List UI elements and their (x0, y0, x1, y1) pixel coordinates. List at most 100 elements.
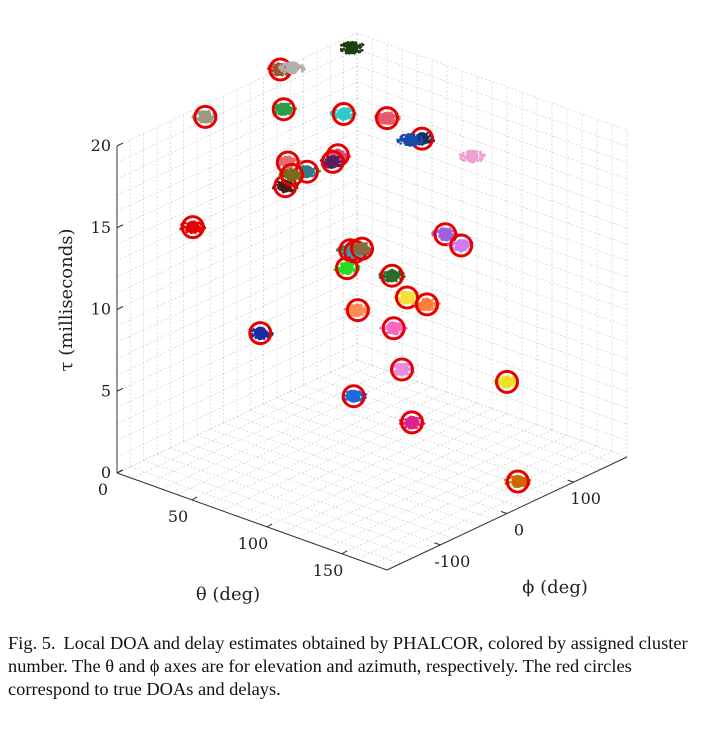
tau-tick-label: 20 (91, 136, 111, 155)
wall-gridline (116, 343, 358, 457)
wall-gridline (116, 327, 358, 441)
cluster-33 (504, 469, 532, 494)
wall-gridline (116, 49, 358, 163)
theta-tick-label: 150 (313, 561, 344, 580)
estimate-point (366, 251, 370, 255)
estimate-point (433, 302, 436, 305)
cluster-core (438, 227, 452, 241)
estimate-point (399, 142, 402, 145)
theta-tick-mark (191, 496, 198, 501)
estimate-point (284, 73, 288, 76)
estimate-point (398, 138, 402, 141)
estimate-point (280, 69, 284, 73)
estimate-point (300, 64, 304, 67)
wall-gridline (116, 277, 358, 392)
wall-gridline (116, 212, 358, 327)
theta-tick-label: 50 (168, 507, 188, 526)
floor-gridline (251, 408, 493, 522)
estimate-point (481, 155, 485, 158)
cluster-31 (398, 410, 426, 435)
cluster-core (351, 303, 365, 317)
estimate-point (279, 64, 283, 67)
true-doa-circle (331, 102, 356, 126)
estimate-point (415, 142, 419, 146)
estimate-point (340, 43, 343, 47)
phi-tick-mark (567, 479, 574, 483)
estimate-point (284, 70, 287, 73)
phi-tick-label: -100 (434, 552, 470, 571)
estimate-point (342, 47, 346, 51)
floor-gridline (191, 386, 433, 501)
estimate-point (351, 303, 354, 307)
floor-gridline (176, 381, 418, 495)
estimate-point (420, 137, 423, 140)
estimate-point (426, 132, 429, 135)
cluster-30 (341, 384, 368, 409)
floor-gridline (263, 403, 534, 502)
estimate-point (301, 70, 304, 73)
floor-gridline (266, 413, 508, 528)
estimate-point (419, 141, 422, 145)
cluster-27 (248, 321, 274, 346)
true-doa-circle (280, 162, 304, 187)
estimate-point (386, 331, 389, 334)
true-doa-circle (341, 384, 366, 409)
estimate-point (209, 120, 213, 124)
cluster-core (186, 220, 200, 234)
estimate-point (280, 67, 284, 70)
wall-gridline (116, 65, 358, 179)
tau-tick-mark (116, 142, 124, 147)
cluster-23 (343, 298, 371, 323)
cluster-core (420, 297, 434, 311)
estimate-point (461, 153, 465, 156)
cluster-16 (458, 149, 486, 164)
estimate-point (329, 112, 333, 115)
estimate-point (344, 41, 348, 45)
estimate-point (400, 137, 404, 141)
cluster-core (278, 179, 292, 193)
cluster-15 (396, 132, 424, 148)
cluster-core (454, 239, 468, 252)
estimate-point (402, 133, 406, 137)
cluster-core (355, 242, 369, 256)
cluster-core (385, 269, 399, 283)
theta-axis-line (116, 472, 388, 571)
theta-axis-label: θ (deg) (196, 584, 260, 605)
true-doa-circle (180, 215, 205, 240)
true-doa-circle (320, 149, 345, 174)
true-doa-circle (380, 263, 404, 288)
cluster-core (387, 321, 401, 335)
cluster-core (347, 389, 361, 403)
true-doa-circle (505, 469, 530, 494)
estimate-point (458, 153, 462, 156)
cluster-28 (390, 357, 415, 382)
estimate-point (420, 139, 424, 142)
true-doa-circle (381, 316, 406, 341)
estimate-point (400, 135, 403, 138)
estimate-point (358, 43, 362, 47)
estimate-point (413, 293, 416, 297)
cluster-3 (339, 40, 365, 55)
theta-tick-label: 0 (98, 480, 108, 499)
caption-text: Local DOA and delay estimates obtained b… (8, 633, 688, 699)
tau-axis-label: τ (milliseconds) (56, 229, 77, 372)
floor-gridline (341, 440, 583, 555)
estimate-point (343, 307, 347, 311)
estimate-point (345, 390, 349, 394)
floor-gridline (290, 391, 561, 489)
cluster-core (403, 133, 417, 147)
cluster-24 (431, 222, 459, 247)
true-doa-circle (375, 106, 399, 131)
estimate-point (288, 102, 291, 106)
figure-caption: Fig. 5. Local DOA and delay estimates obt… (8, 632, 703, 701)
estimate-point (510, 475, 514, 478)
wall-gridline (116, 130, 358, 245)
wall-gridline (116, 179, 358, 294)
cluster-7 (374, 106, 401, 131)
estimate-point (407, 372, 410, 376)
floor-gridline (236, 402, 478, 517)
cluster-0 (191, 104, 218, 129)
floor-gridline (330, 372, 601, 470)
cluster-core (395, 363, 409, 376)
true-doa-circle (271, 97, 296, 122)
